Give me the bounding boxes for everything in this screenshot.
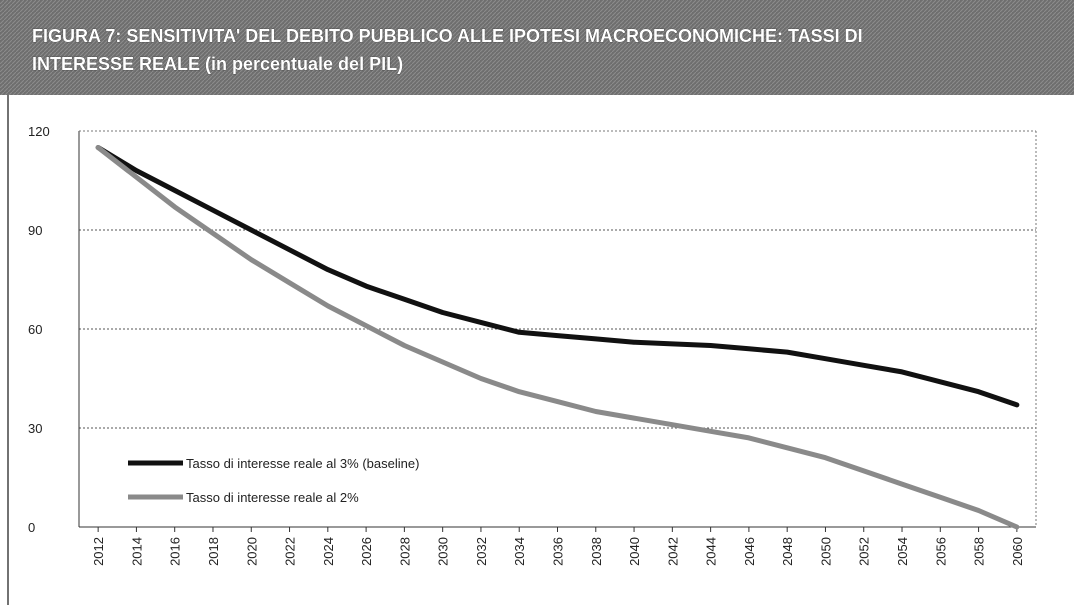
- x-tick-label: 2032: [474, 537, 489, 566]
- x-tick-label: 2022: [283, 537, 298, 566]
- y-tick-label: 60: [28, 322, 42, 337]
- legend-label: Tasso di interesse reale al 2%: [186, 490, 359, 505]
- series-line: [95, 145, 1020, 530]
- x-tick-label: 2012: [91, 537, 106, 566]
- x-tick-label: 2036: [551, 537, 566, 566]
- x-tick-label: 2042: [665, 537, 680, 566]
- x-tick-label: 2026: [359, 537, 374, 566]
- x-tick-label: 2060: [1010, 537, 1025, 566]
- y-tick-label: 30: [28, 421, 42, 436]
- legend-label: Tasso di interesse reale al 3% (baseline…: [186, 456, 419, 471]
- y-tick-label: 0: [28, 520, 35, 535]
- chart-title: FIGURA 7: SENSITIVITA' DEL DEBITO PUBBLI…: [32, 26, 863, 46]
- x-tick-label: 2046: [742, 537, 757, 566]
- x-tick-label: 2034: [512, 537, 527, 566]
- x-tick-label: 2016: [168, 537, 183, 566]
- series-line: [95, 145, 1020, 408]
- x-tick-label: 2048: [780, 537, 795, 566]
- x-tick-label: 2028: [397, 537, 412, 566]
- title-banner: [0, 0, 1074, 95]
- x-tick-label: 2020: [244, 537, 259, 566]
- x-tick-label: 2044: [704, 537, 719, 566]
- chart-title: INTERESSE REALE (in percentuale del PIL): [32, 54, 403, 74]
- x-tick-label: 2056: [933, 537, 948, 566]
- x-tick-label: 2018: [206, 537, 221, 566]
- x-tick-label: 2024: [321, 537, 336, 566]
- x-tick-label: 2054: [895, 537, 910, 566]
- x-tick-label: 2014: [129, 537, 144, 566]
- x-tick-label: 2038: [589, 537, 604, 566]
- x-tick-label: 2052: [857, 537, 872, 566]
- x-tick-label: 2030: [436, 537, 451, 566]
- x-tick-label: 2050: [818, 537, 833, 566]
- y-tick-label: 120: [28, 124, 50, 139]
- y-tick-label: 90: [28, 223, 42, 238]
- x-tick-label: 2058: [972, 537, 987, 566]
- x-tick-label: 2040: [627, 537, 642, 566]
